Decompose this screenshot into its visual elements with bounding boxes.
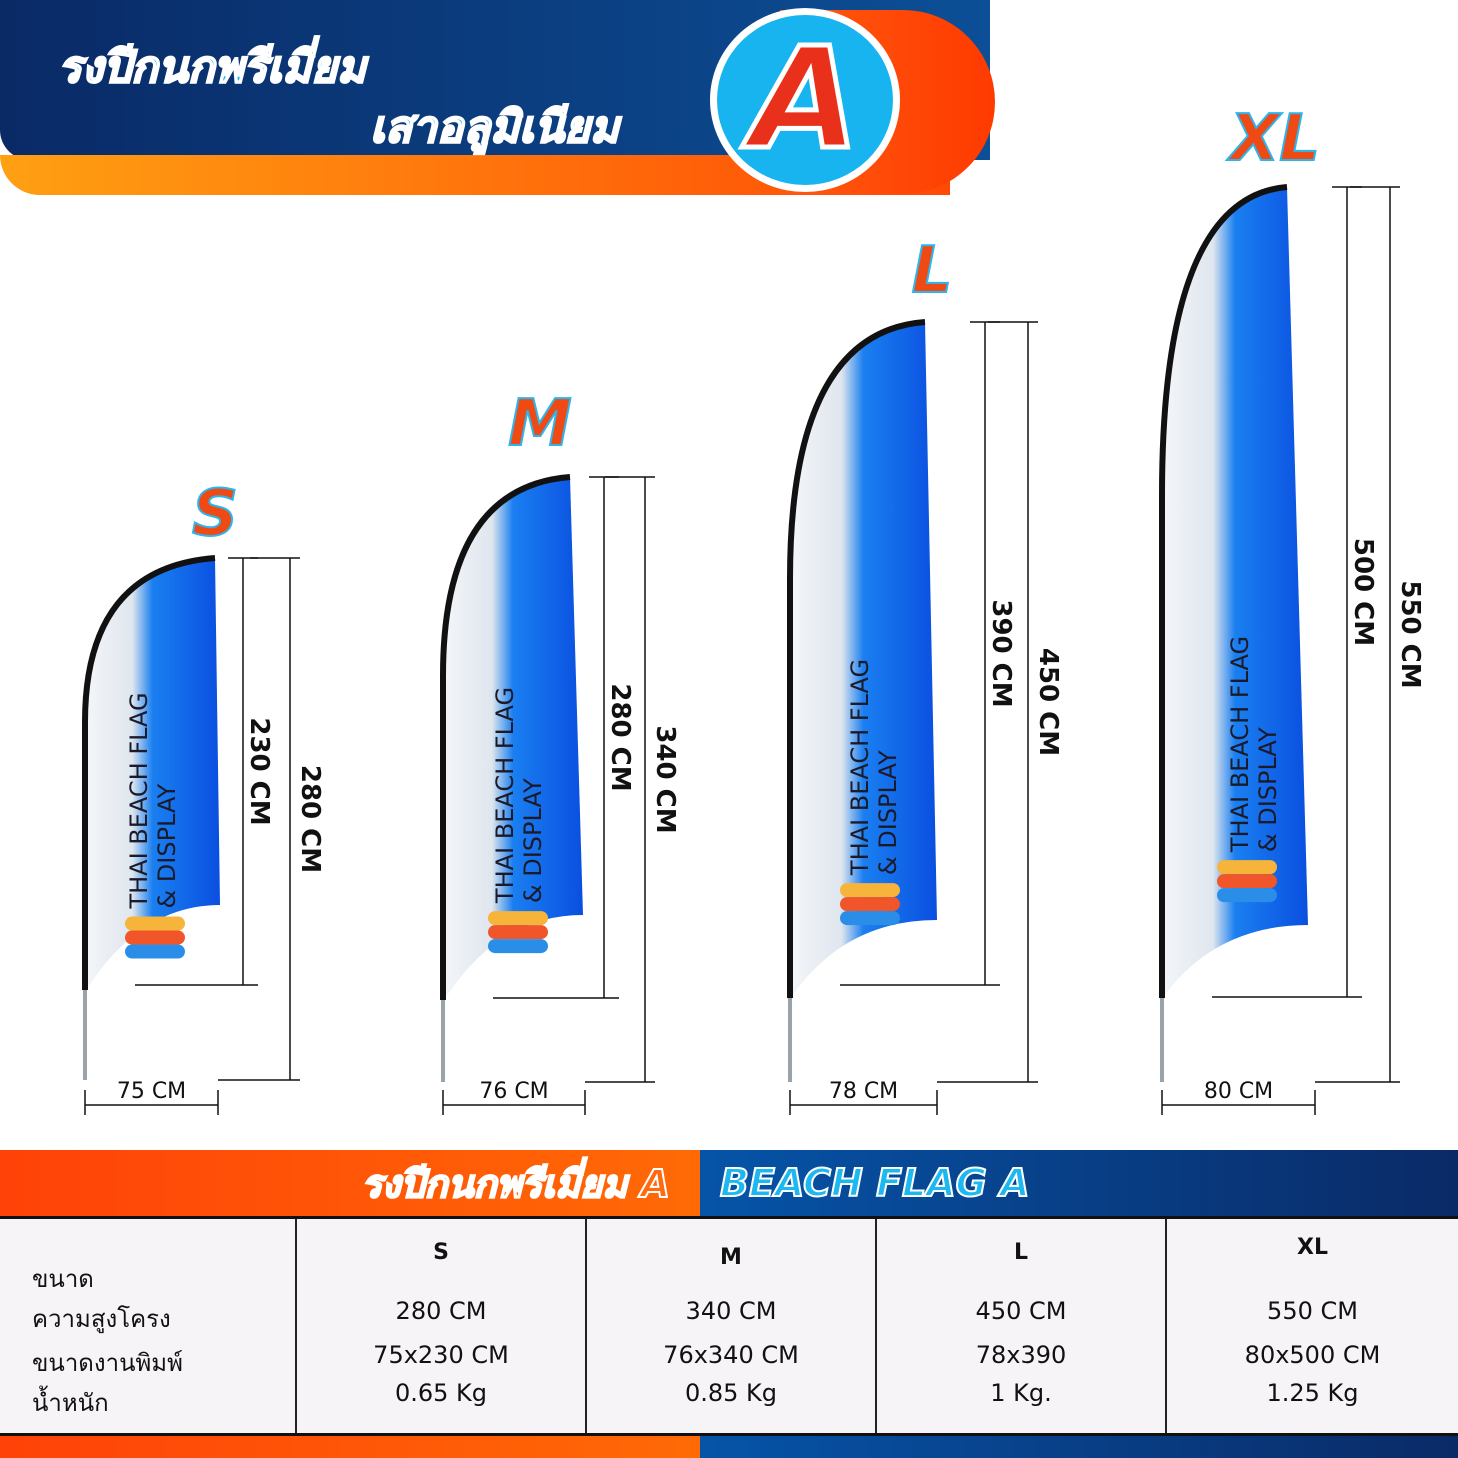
spec-size: XL <box>1297 1235 1328 1260</box>
label-print-size: ขนาดงานพิมพ์ <box>32 1349 183 1377</box>
logo-stripe <box>488 911 548 926</box>
size-letter: S <box>192 477 238 551</box>
total-height-label: 450 CM <box>1033 648 1063 756</box>
spec-height: 550 CM <box>1267 1297 1358 1325</box>
spec-height: 280 CM <box>395 1297 487 1325</box>
header-title-line2: เสาอลูมิเนียม <box>369 101 620 154</box>
width-label: 78 CM <box>829 1079 898 1104</box>
logo-stripe <box>1217 860 1277 875</box>
spec-column-m: M 340 CM 76x340 CM 0.85 Kg <box>587 1219 877 1433</box>
spec-height: 340 CM <box>685 1297 777 1325</box>
width-label: 75 CM <box>117 1079 186 1104</box>
flag-print-text: THAI BEACH FLAG <box>1226 636 1254 853</box>
flag-pole <box>787 319 926 998</box>
total-height-label: 280 CM <box>295 765 325 873</box>
print-height-label: 280 CM <box>605 683 635 791</box>
flag-print-text: & DISPLAY <box>874 750 902 875</box>
badge-letter: A <box>748 18 861 181</box>
size-letter: M <box>508 387 572 461</box>
footer-bar <box>0 1436 1458 1458</box>
size-letter: XL <box>1226 102 1320 176</box>
flag-fabric <box>790 322 937 998</box>
spec-size: S <box>433 1240 449 1265</box>
logo-stripe <box>840 911 900 926</box>
spec-weight: 1 Kg. <box>990 1379 1052 1407</box>
flag-print-text: THAI BEACH FLAG <box>125 692 153 909</box>
logo-stripe <box>488 925 548 940</box>
spec-size: M <box>720 1245 742 1270</box>
label-weight: น้ำหนัก <box>32 1389 109 1417</box>
logo-stripe <box>125 944 185 959</box>
logo-stripe <box>488 939 548 954</box>
size-letter: L <box>912 234 953 308</box>
flag-s: THAI BEACH FLAG & DISPLAY S 230 CM 280 CM 75 … <box>82 476 325 1115</box>
spec-print: 76x340 CM <box>663 1341 799 1369</box>
title-band: รงปีกนกพรีเมี่ยม A BEACH FLAG A <box>0 1150 1458 1216</box>
spec-print: 75x230 CM <box>373 1341 509 1369</box>
flag-fabric <box>85 558 220 990</box>
spec-column-s: S 280 CM 75x230 CM 0.65 Kg <box>297 1219 587 1433</box>
logo-stripe <box>840 883 900 898</box>
flag-print-text: & DISPLAY <box>519 778 547 903</box>
total-height-label: 340 CM <box>650 725 680 833</box>
spec-weight: 0.65 Kg <box>394 1379 488 1407</box>
logo-stripe <box>1217 874 1277 889</box>
flag-fabric <box>1162 187 1308 998</box>
badge-circle: A <box>710 8 900 192</box>
label-size: ขนาด <box>32 1265 94 1293</box>
spec-print: 80x500 CM <box>1244 1341 1381 1369</box>
spec-size: L <box>1013 1240 1029 1265</box>
flag-pole <box>82 555 216 990</box>
logo-stripe <box>840 897 900 912</box>
spec-labels-column: ขนาด ความสูงโครง ขนาดงานพิมพ์ น้ำหนัก <box>0 1219 297 1433</box>
logo-stripe <box>125 916 185 931</box>
flag-xl: THAI BEACH FLAG & DISPLAY XL 500 CM 550 CM 80… <box>1159 101 1425 1115</box>
spec-table: ขนาด ความสูงโครง ขนาดงานพิมพ์ น้ำหนัก S 2… <box>0 1216 1458 1436</box>
width-label: 80 CM <box>1204 1079 1273 1104</box>
spec-print: 78x390 <box>975 1341 1067 1369</box>
print-height-label: 230 CM <box>244 717 274 825</box>
band-thai-title: รงปีกนกพรีเมี่ยม A <box>360 1161 671 1207</box>
flag-l: THAI BEACH FLAG & DISPLAY L 390 CM 450 CM 78 … <box>787 233 1063 1115</box>
flag-m: THAI BEACH FLAG & DISPLAY M 280 CM 340 CM 76 … <box>440 386 680 1115</box>
total-height-label: 550 CM <box>1395 580 1425 688</box>
header-title-line1: รงปีกนกพรีเมี่ยม <box>57 41 367 94</box>
logo-stripe <box>1217 888 1277 903</box>
band-english-title: BEACH FLAG A <box>719 1160 1030 1206</box>
spec-height: 450 CM <box>975 1297 1067 1325</box>
spec-weight: 0.85 Kg <box>684 1379 778 1407</box>
flag-print-text: & DISPLAY <box>1254 727 1282 852</box>
flag-print-text: THAI BEACH FLAG <box>846 659 874 876</box>
header-banner: รงปีกนกพรีเมี่ยม เสาอลูมิเนียม A <box>0 0 1000 195</box>
print-height-label: 390 CM <box>986 599 1016 707</box>
spec-weight: 1.25 Kg <box>1266 1379 1359 1407</box>
flag-print-text: THAI BEACH FLAG <box>491 687 519 904</box>
print-height-label: 500 CM <box>1348 538 1378 646</box>
flag-print-text: & DISPLAY <box>153 783 181 908</box>
logo-stripe <box>125 930 185 945</box>
flag-fabric <box>443 477 583 1000</box>
width-label: 76 CM <box>479 1079 548 1104</box>
spec-column-l: L 450 CM 78x390 1 Kg. <box>877 1219 1167 1433</box>
flag-pole <box>1159 184 1288 998</box>
flag-pole <box>440 474 571 1000</box>
label-frame-height: ความสูงโครง <box>32 1305 171 1333</box>
spec-column-xl: XL 550 CM 80x500 CM 1.25 Kg <box>1167 1219 1458 1433</box>
